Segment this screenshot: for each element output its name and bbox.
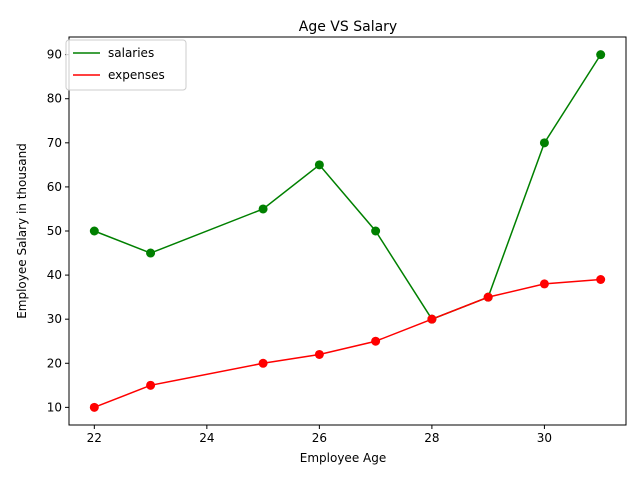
data-point-salaries (314, 160, 324, 170)
data-point-expenses (89, 402, 99, 412)
x-tick-label: 26 (312, 431, 327, 445)
y-tick-label: 70 (47, 136, 62, 150)
y-axis-title: Employee Salary in thousand (15, 143, 29, 319)
series-line-expenses (94, 278, 601, 409)
data-point-expenses (539, 279, 549, 289)
data-point-salaries (146, 248, 156, 258)
y-tick-label: 20 (47, 356, 62, 370)
x-tick-label: 24 (199, 431, 214, 445)
x-tick-label: 30 (537, 431, 552, 445)
y-tick-label: 50 (47, 224, 62, 238)
data-point-salaries (596, 50, 606, 60)
data-point-salaries (539, 138, 549, 148)
data-point-salaries (89, 226, 99, 236)
data-point-salaries (258, 204, 268, 214)
plot-area (89, 50, 606, 412)
y-tick-label: 60 (47, 180, 62, 194)
plot-frame (68, 36, 627, 426)
y-tick-label: 80 (47, 92, 62, 106)
y-tick-label: 10 (47, 400, 62, 414)
y-tick-label: 30 (47, 312, 62, 326)
x-axis-title: Employee Age (300, 451, 386, 465)
x-tick-label: 22 (87, 431, 102, 445)
data-point-expenses (483, 292, 493, 302)
data-point-salaries (371, 226, 381, 236)
data-point-expenses (258, 358, 268, 368)
data-point-expenses (146, 380, 156, 390)
y-axis: 10 20 30 40 50 60 70 80 90 (47, 48, 69, 414)
series-line-salaries (94, 54, 602, 321)
x-tick-label: 28 (424, 431, 439, 445)
data-point-expenses (596, 275, 606, 284)
data-point-expenses (371, 336, 381, 346)
y-tick-label: 40 (47, 268, 62, 282)
data-point-expenses (427, 314, 437, 324)
x-axis: 22 24 26 28 30 (87, 425, 552, 445)
legend: salaries expenses (65, 39, 187, 91)
data-point-expenses (314, 349, 324, 359)
legend-label-expenses: expenses (108, 68, 165, 82)
y-tick-label: 90 (47, 48, 62, 62)
legend-label-salaries: salaries (108, 46, 154, 60)
chart-title: Age VS Salary (299, 19, 397, 35)
